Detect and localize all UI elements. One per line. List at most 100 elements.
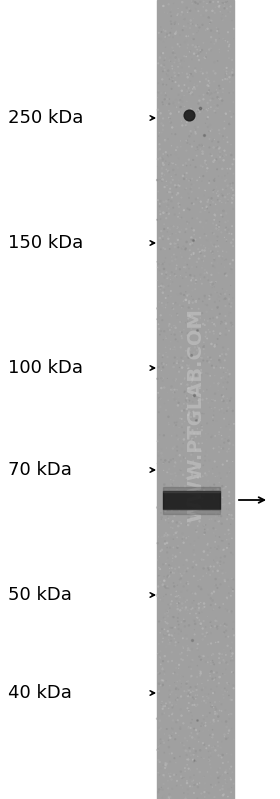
- Point: [231, 240, 235, 252]
- Point: [214, 680, 219, 693]
- Point: [206, 537, 210, 550]
- Point: [164, 99, 169, 112]
- Point: [177, 220, 181, 233]
- Point: [173, 590, 178, 603]
- Point: [228, 6, 232, 18]
- Point: [211, 414, 215, 427]
- Point: [200, 553, 204, 566]
- Point: [201, 488, 206, 501]
- Point: [174, 698, 178, 711]
- Point: [193, 618, 197, 630]
- Point: [193, 407, 197, 420]
- Point: [181, 642, 186, 654]
- Point: [174, 238, 178, 251]
- Point: [211, 527, 216, 539]
- Point: [159, 447, 164, 459]
- Point: [155, 712, 159, 725]
- Point: [157, 428, 162, 441]
- Point: [174, 158, 178, 171]
- Point: [216, 636, 221, 649]
- Point: [225, 376, 230, 389]
- Point: [186, 604, 190, 617]
- Point: [204, 741, 209, 754]
- Point: [178, 105, 183, 118]
- Point: [201, 570, 206, 582]
- Point: [202, 348, 207, 360]
- Point: [212, 174, 216, 187]
- Point: [174, 296, 178, 309]
- Point: [210, 419, 215, 431]
- Point: [185, 329, 190, 342]
- Point: [169, 767, 173, 780]
- Point: [231, 184, 235, 197]
- Point: [171, 157, 175, 169]
- Point: [216, 510, 221, 523]
- Point: [168, 229, 172, 242]
- Point: [186, 382, 191, 395]
- Point: [165, 582, 170, 594]
- Point: [171, 522, 175, 535]
- Point: [160, 260, 165, 272]
- Point: [163, 501, 168, 514]
- Point: [199, 65, 204, 78]
- Point: [201, 725, 206, 737]
- Point: [227, 465, 232, 478]
- Point: [198, 555, 203, 567]
- Point: [232, 417, 236, 430]
- Point: [222, 0, 226, 13]
- Point: [165, 186, 169, 199]
- Point: [198, 498, 202, 511]
- Point: [222, 728, 227, 741]
- Point: [179, 85, 184, 97]
- Point: [173, 54, 178, 66]
- Point: [192, 543, 196, 556]
- Point: [207, 401, 212, 414]
- Point: [182, 55, 186, 68]
- Point: [207, 177, 211, 189]
- Point: [216, 86, 220, 99]
- Point: [162, 668, 167, 681]
- Point: [176, 39, 180, 52]
- Point: [212, 376, 216, 389]
- Point: [226, 223, 231, 236]
- Point: [166, 618, 171, 630]
- Point: [203, 716, 208, 729]
- Point: [161, 611, 166, 624]
- Point: [201, 37, 206, 50]
- Point: [189, 448, 193, 461]
- Point: [213, 442, 217, 455]
- Point: [170, 255, 174, 268]
- Point: [218, 619, 223, 632]
- Point: [182, 484, 186, 497]
- Point: [226, 630, 230, 643]
- Point: [156, 677, 161, 690]
- Point: [156, 86, 160, 99]
- Point: [196, 531, 201, 544]
- Point: [216, 540, 221, 553]
- Point: [230, 66, 234, 79]
- Point: [191, 405, 195, 418]
- Point: [175, 590, 179, 602]
- Point: [169, 336, 173, 348]
- Point: [170, 191, 174, 204]
- Point: [186, 280, 190, 292]
- Point: [178, 58, 183, 70]
- Point: [180, 119, 185, 132]
- Point: [223, 354, 227, 367]
- Point: [232, 22, 236, 35]
- Point: [160, 47, 164, 60]
- Point: [195, 714, 199, 726]
- Point: [205, 202, 209, 215]
- Point: [220, 14, 224, 26]
- Point: [163, 650, 167, 662]
- Point: [209, 103, 213, 116]
- Point: [173, 321, 178, 334]
- Point: [217, 446, 221, 459]
- Point: [202, 228, 207, 240]
- Point: [176, 714, 180, 726]
- Point: [185, 105, 189, 118]
- Point: [213, 523, 218, 536]
- Point: [169, 380, 174, 393]
- Point: [183, 451, 187, 464]
- Point: [204, 697, 208, 710]
